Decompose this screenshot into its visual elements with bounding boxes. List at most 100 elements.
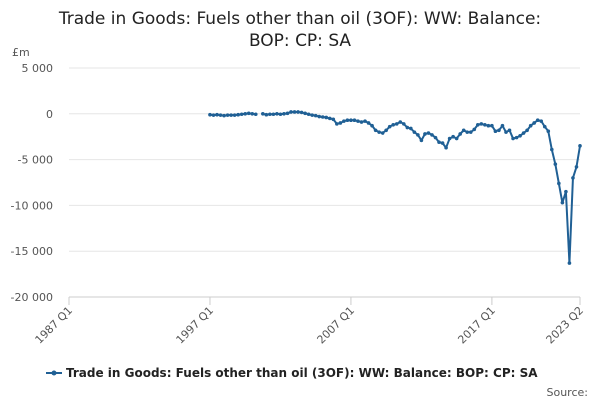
data-point [468, 130, 473, 134]
data-point [268, 112, 272, 117]
data-point [239, 112, 244, 117]
data-point [373, 128, 378, 133]
data-point [465, 130, 470, 134]
data-point [215, 112, 219, 117]
data-point [342, 119, 346, 123]
data-point [398, 120, 403, 124]
data-point [225, 113, 230, 117]
data-point [208, 112, 212, 117]
data-point [430, 133, 434, 137]
data-point [246, 111, 251, 116]
data-point [289, 110, 293, 114]
data-point [327, 116, 332, 121]
y-tick-label: 0 [46, 108, 53, 121]
data-point [426, 131, 431, 135]
data-point [532, 121, 536, 125]
data-point [507, 128, 512, 133]
data-point [271, 112, 276, 117]
data-point [275, 112, 279, 116]
data-point [317, 114, 322, 119]
data-point [447, 136, 452, 141]
data-point [232, 113, 237, 117]
data-point [500, 123, 505, 128]
y-tick-label: -5 000 [18, 154, 53, 167]
y-tick-label: -20 000 [11, 291, 53, 304]
data-point [539, 119, 544, 123]
data-point [211, 113, 216, 117]
data-point [394, 122, 399, 126]
data-point [243, 112, 248, 116]
data-point [479, 122, 484, 126]
data-point [331, 117, 336, 122]
data-point [363, 119, 367, 123]
data-point [542, 124, 547, 129]
data-point [401, 122, 406, 126]
data-point [253, 112, 258, 117]
data-point [391, 122, 396, 127]
data-point [486, 123, 491, 128]
x-tick-label: 1987 Q1 [33, 304, 76, 347]
data-point [514, 135, 519, 140]
data-point [377, 130, 381, 134]
data-point [550, 147, 554, 152]
data-point [366, 121, 371, 125]
data-point [218, 113, 223, 117]
data-point [356, 119, 360, 123]
data-point [440, 141, 445, 145]
chart-title: Trade in Goods: Fuels other than oil (3O… [58, 9, 541, 29]
data-point [458, 132, 462, 136]
data-point [409, 126, 413, 131]
data-point [324, 115, 329, 120]
data-point [296, 110, 300, 114]
data-point [349, 118, 353, 123]
data-point [338, 121, 343, 125]
data-point [310, 113, 314, 117]
data-point [384, 128, 388, 133]
data-point [511, 136, 515, 141]
data-point [490, 123, 494, 128]
data-point [416, 133, 420, 137]
data-point [359, 120, 364, 124]
source: Source: [547, 386, 589, 399]
legend-label: Trade in Goods: Fuels other than oil (3O… [66, 366, 538, 380]
data-point [250, 112, 255, 116]
data-point [236, 112, 240, 117]
y-tick-label: -15 000 [11, 245, 53, 258]
data-point [352, 118, 357, 123]
data-point [433, 135, 438, 140]
data-point [335, 122, 339, 126]
y-unit-label: £m [12, 46, 30, 59]
data-point [419, 138, 424, 143]
data-point [472, 127, 477, 132]
chart-title: BOP: CP: SA [249, 31, 351, 51]
data-point [423, 132, 427, 136]
data-point [476, 122, 480, 127]
data-point [528, 123, 533, 128]
legend-marker [51, 370, 57, 376]
data-point [483, 122, 487, 127]
data-point [320, 115, 325, 119]
data-point [387, 124, 392, 129]
data-point [518, 133, 522, 138]
data-point [535, 118, 540, 123]
y-tick-label: 5 000 [22, 62, 54, 75]
data-point [444, 145, 448, 150]
series-line [209, 110, 581, 264]
data-point [461, 128, 466, 133]
data-point [504, 130, 508, 134]
data-point [557, 181, 561, 186]
data-point [574, 165, 579, 169]
data-point [370, 123, 374, 128]
x-tick-label: 2007 Q1 [315, 304, 358, 347]
data-point [546, 129, 551, 134]
data-point [521, 131, 526, 135]
x-tick-label: 2017 Q1 [455, 304, 498, 347]
data-point [345, 118, 350, 123]
data-point [313, 113, 318, 118]
data-point [567, 261, 572, 265]
data-point [525, 128, 529, 133]
data-point [299, 110, 304, 115]
data-point [282, 112, 286, 116]
data-point [306, 112, 311, 117]
